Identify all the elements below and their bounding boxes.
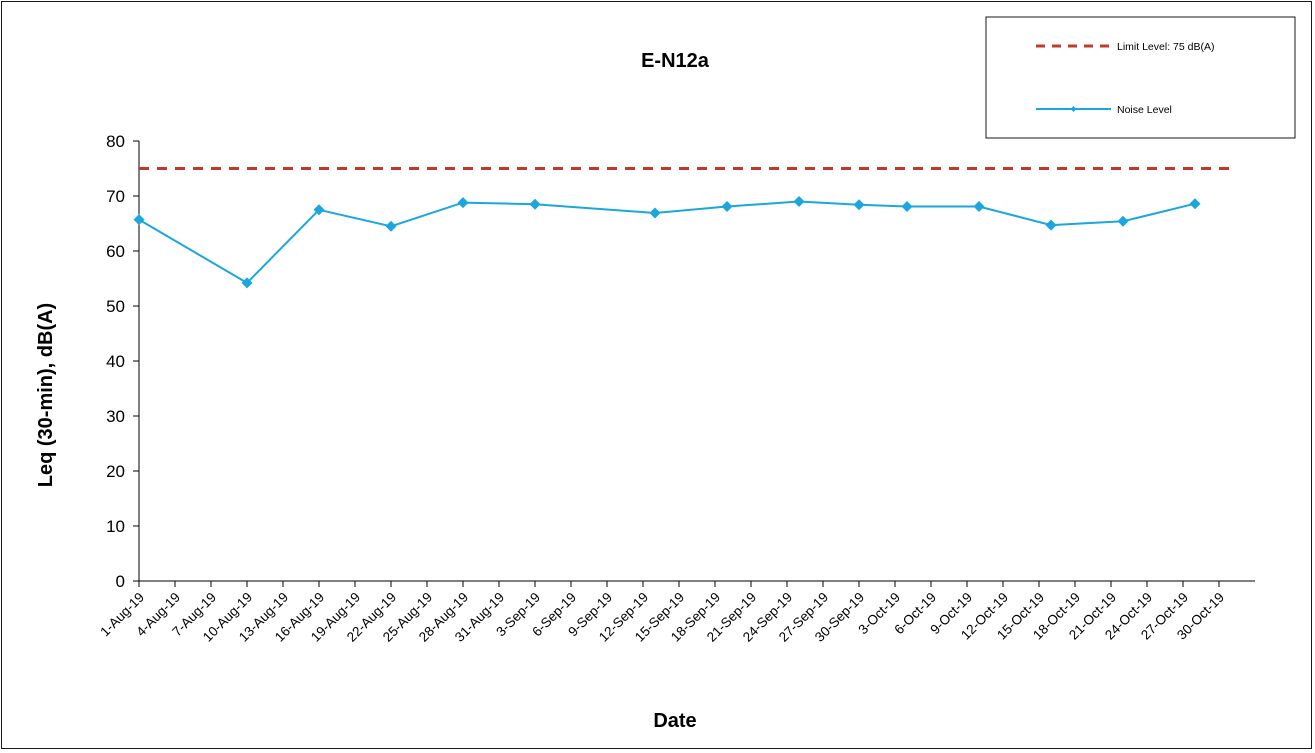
y-tick-label: 50 <box>106 297 125 316</box>
noise-level-point <box>457 197 469 209</box>
y-tick-label: 20 <box>106 462 125 481</box>
y-tick-label: 30 <box>106 407 125 426</box>
y-tick-label: 60 <box>106 242 125 261</box>
noise-level-point <box>721 200 733 212</box>
noise-level-point <box>385 220 397 232</box>
noise-level-line <box>138 200 1196 285</box>
chart-title: E-N12a <box>641 50 710 72</box>
noise-level-point <box>973 200 985 212</box>
noise-level-point <box>1045 219 1057 231</box>
noise-level-point <box>1117 215 1129 227</box>
legend-limit-label: Limit Level: 75 dB(A) <box>1117 41 1214 53</box>
noise-level-point <box>793 196 805 207</box>
y-axis: 0 10 20 30 40 50 60 70 80 Leq (30-min), dB(A) <box>35 132 140 591</box>
y-tick-label: 40 <box>106 352 125 371</box>
noise-level-point <box>1189 198 1201 210</box>
x-axis-title: Date <box>653 710 696 732</box>
x-tick-group: 1-Aug-194-Aug-197-Aug-1910-Aug-1913-Aug-… <box>97 581 1227 645</box>
legend-noise-marker <box>1070 106 1077 112</box>
y-tick-group: 0 10 20 30 40 50 60 70 80 <box>106 132 139 591</box>
noise-level-point <box>529 198 541 210</box>
noise-level-point <box>241 277 253 289</box>
y-axis-title: Leq (30-min), dB(A) <box>35 303 57 487</box>
y-tick-label: 0 <box>116 572 125 591</box>
y-tick-label: 80 <box>106 132 125 151</box>
x-axis: 1-Aug-194-Aug-197-Aug-1910-Aug-1913-Aug-… <box>97 580 1255 732</box>
y-tick-label: 70 <box>106 187 125 206</box>
series-group <box>133 167 1231 289</box>
noise-level-point <box>313 204 325 216</box>
legend: Limit Level: 75 dB(A) Noise Level <box>985 16 1296 139</box>
noise-level-point <box>901 200 913 212</box>
noise-level-point <box>853 199 865 211</box>
legend-noise-label: Noise Level <box>1117 104 1172 116</box>
y-tick-label: 10 <box>106 517 125 536</box>
legend-box <box>985 16 1296 139</box>
noise-level-point <box>649 207 661 219</box>
noise-level-point <box>133 214 145 226</box>
